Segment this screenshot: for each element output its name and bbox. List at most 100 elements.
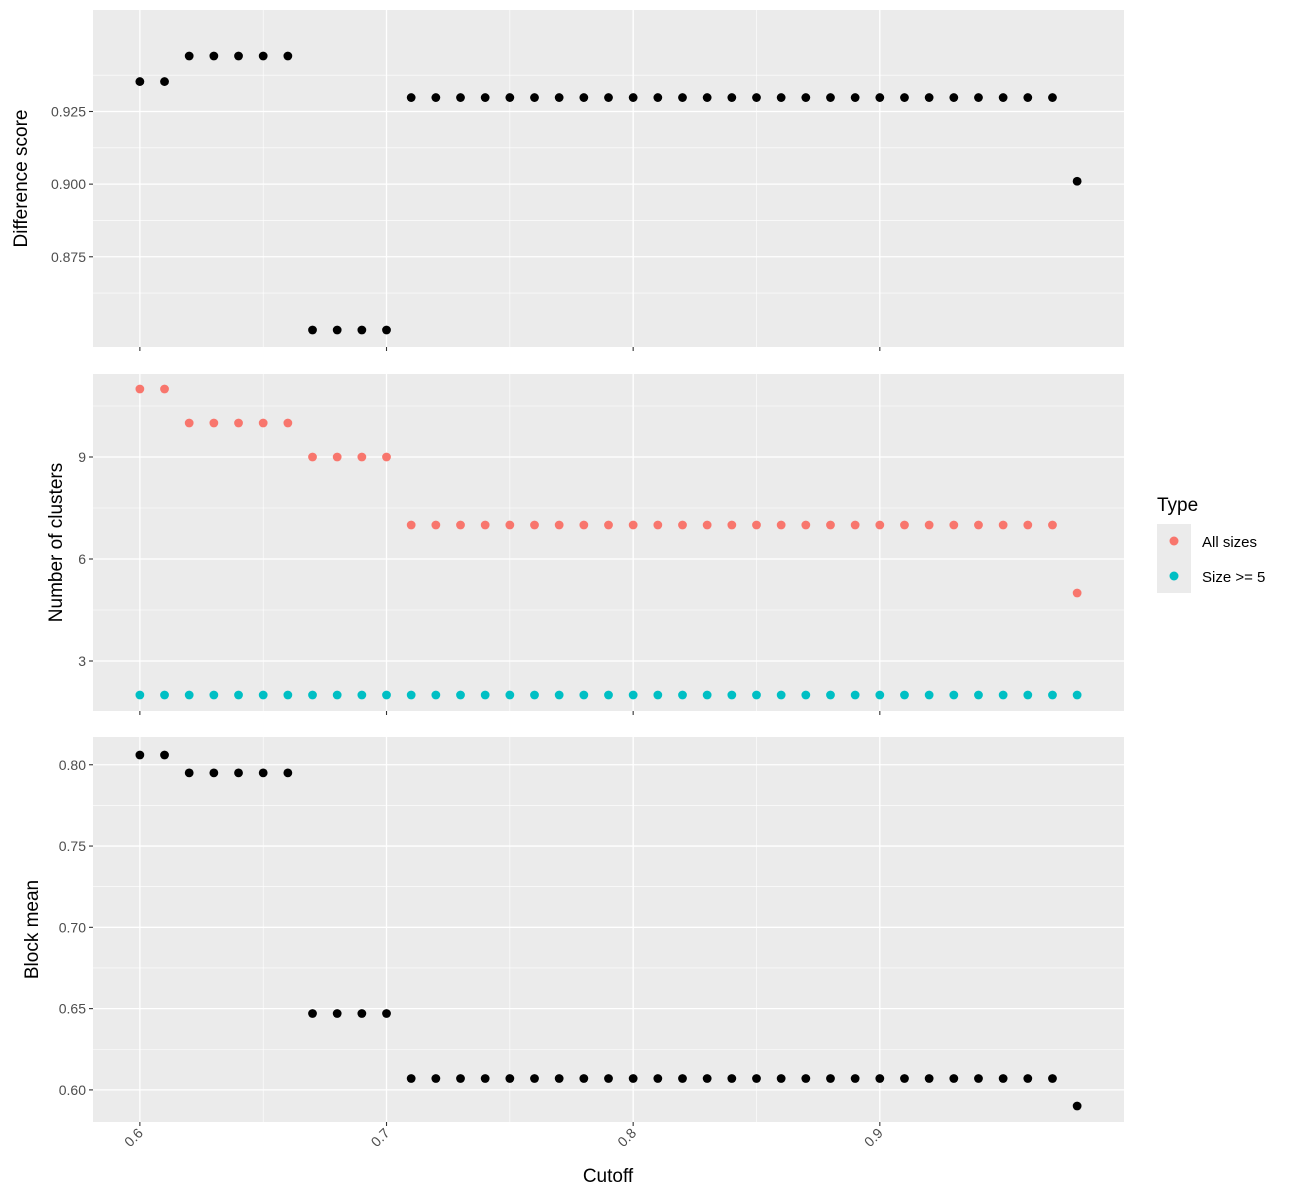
- data-point: [752, 93, 761, 102]
- data-point: [554, 93, 564, 102]
- data-point: [209, 690, 219, 700]
- facet-panel: 3 6 9 Number of clusters: [46, 374, 1124, 715]
- data-point: [431, 1074, 441, 1083]
- data-point: [332, 1009, 342, 1018]
- y-tick-label: 0.65: [59, 1001, 86, 1017]
- y-tick-label: 0.900: [51, 176, 86, 192]
- data-point: [258, 690, 268, 700]
- facet-panel: 0.875 0.900 0.925 Difference score: [11, 10, 1124, 351]
- legend-title: Type: [1157, 495, 1198, 516]
- data-point: [653, 520, 663, 530]
- data-point: [826, 690, 835, 700]
- data-point: [924, 1074, 934, 1083]
- data-point: [554, 690, 564, 700]
- data-point: [678, 690, 687, 700]
- data-point: [752, 1074, 761, 1083]
- data-point: [283, 418, 293, 428]
- data-point: [628, 93, 638, 102]
- data-point: [234, 51, 243, 61]
- data-point: [456, 690, 465, 700]
- data-point: [480, 690, 490, 700]
- data-point: [1023, 1074, 1033, 1083]
- data-point: [579, 690, 589, 700]
- data-point: [505, 520, 515, 530]
- data-point: [530, 93, 539, 102]
- data-point: [1023, 93, 1033, 102]
- data-point: [727, 1074, 737, 1083]
- data-point: [702, 93, 712, 102]
- data-point: [406, 690, 416, 700]
- data-point: [850, 520, 860, 530]
- y-tick-label: 0.70: [59, 919, 86, 935]
- data-point: [678, 1074, 687, 1083]
- data-point: [480, 1074, 490, 1083]
- data-point: [875, 1074, 885, 1083]
- data-point: [678, 520, 687, 530]
- data-point: [678, 93, 687, 102]
- data-point: [1072, 176, 1082, 186]
- data-point: [456, 93, 465, 102]
- data-point: [653, 1074, 663, 1083]
- data-point: [308, 325, 317, 335]
- data-point: [702, 520, 712, 530]
- data-point: [974, 690, 983, 700]
- data-point: [456, 1074, 465, 1083]
- y-tick-label: 0.75: [59, 838, 86, 854]
- x-axis-title: Cutoff: [583, 1166, 634, 1187]
- data-point: [308, 1009, 317, 1018]
- data-point: [949, 690, 959, 700]
- data-point: [702, 1074, 712, 1083]
- data-point: [900, 1074, 909, 1083]
- data-point: [776, 690, 786, 700]
- data-point: [924, 690, 934, 700]
- data-point: [406, 93, 416, 102]
- data-point: [604, 1074, 613, 1083]
- data-point: [1048, 520, 1057, 530]
- data-point: [1072, 1101, 1082, 1111]
- data-point: [579, 520, 589, 530]
- panel-background: [93, 374, 1124, 711]
- y-axis-title: Difference score: [11, 110, 32, 248]
- data-point: [258, 418, 268, 428]
- data-point: [604, 690, 613, 700]
- data-point: [604, 520, 613, 530]
- data-point: [579, 1074, 589, 1083]
- data-point: [1048, 93, 1057, 102]
- data-point: [135, 750, 145, 760]
- data-point: [875, 690, 885, 700]
- panels: 0.875 0.900 0.925 Difference score 3 6 9 Number…: [11, 10, 1124, 1126]
- data-point: [826, 93, 835, 102]
- data-point: [628, 1074, 638, 1083]
- data-point: [184, 51, 194, 61]
- data-point: [924, 93, 934, 102]
- data-point: [480, 93, 490, 102]
- data-point: [160, 690, 169, 700]
- data-point: [752, 690, 761, 700]
- data-point: [308, 690, 317, 700]
- data-point: [234, 768, 243, 778]
- data-point: [974, 1074, 983, 1083]
- data-point: [234, 418, 243, 428]
- data-point: [900, 520, 909, 530]
- data-point: [431, 93, 441, 102]
- data-point: [850, 690, 860, 700]
- data-point: [875, 520, 885, 530]
- data-point: [1072, 588, 1082, 598]
- data-point: [776, 520, 786, 530]
- data-point: [949, 1074, 959, 1083]
- data-point: [357, 325, 367, 335]
- data-point: [135, 384, 145, 394]
- data-point: [801, 520, 811, 530]
- data-point: [406, 1074, 416, 1083]
- data-point: [382, 1009, 391, 1018]
- data-point: [1023, 520, 1033, 530]
- data-point: [382, 690, 391, 700]
- legend-label-size-5: Size >= 5: [1202, 569, 1265, 586]
- data-point: [554, 1074, 564, 1083]
- data-point: [628, 690, 638, 700]
- data-point: [480, 520, 490, 530]
- data-point: [258, 768, 268, 778]
- data-point: [184, 768, 194, 778]
- data-point: [801, 1074, 811, 1083]
- y-tick-label: 0.60: [59, 1082, 86, 1098]
